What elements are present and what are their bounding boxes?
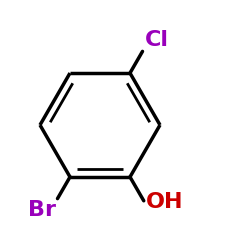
Text: Br: Br [28, 200, 56, 220]
Text: Cl: Cl [145, 30, 169, 50]
Text: OH: OH [146, 192, 184, 212]
